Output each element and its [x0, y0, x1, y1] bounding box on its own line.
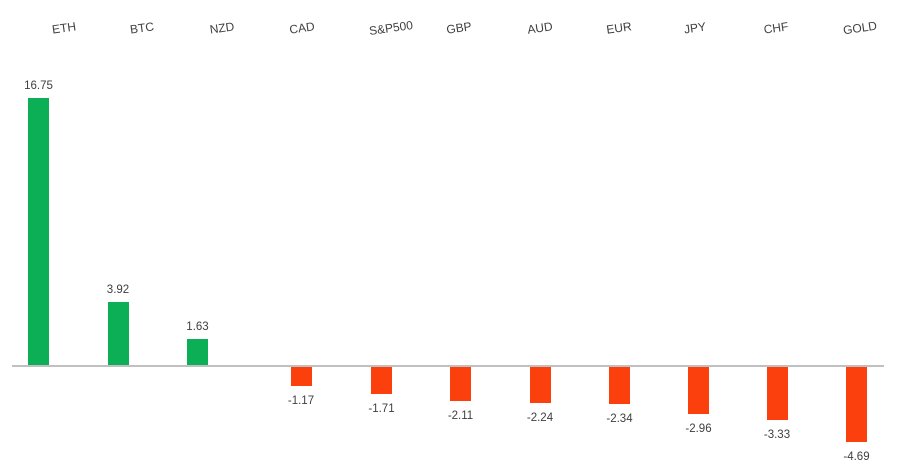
bar-eth [28, 97, 49, 365]
value-label-eth: 16.75 [24, 79, 53, 92]
category-label-btc: BTC [129, 19, 155, 37]
value-label-jpy: -2.96 [685, 423, 712, 436]
x-axis-line [12, 365, 884, 367]
value-label-cad: -1.17 [287, 394, 315, 407]
bar-sp500 [371, 367, 392, 395]
value-label-chf: -3.33 [763, 429, 791, 442]
bar-eur [609, 367, 630, 405]
value-label-nzd: 1.63 [186, 321, 209, 333]
category-label-cad: CAD [288, 19, 316, 37]
category-label-nzd: NZD [208, 19, 236, 37]
bar-cad [290, 367, 312, 386]
bar-gold [846, 367, 867, 442]
bar-nzd [187, 339, 208, 365]
bar-aud [529, 367, 551, 403]
category-label-gold: GOLD [842, 18, 878, 38]
value-label-gold: -4.69 [843, 450, 870, 463]
value-label-gbp: -2.11 [447, 409, 474, 422]
value-label-aud: -2.24 [526, 411, 554, 424]
bar-jpy [688, 367, 709, 415]
value-label-sp500: -1.71 [368, 403, 395, 416]
bar-gbp [450, 367, 471, 401]
value-label-eur: -2.34 [606, 413, 633, 426]
bar-chf [766, 367, 788, 421]
category-label-chf: CHF [762, 19, 790, 37]
value-label-btc: 3.92 [106, 284, 130, 297]
bar-btc [107, 302, 129, 365]
category-label-aud: AUD [526, 19, 554, 37]
